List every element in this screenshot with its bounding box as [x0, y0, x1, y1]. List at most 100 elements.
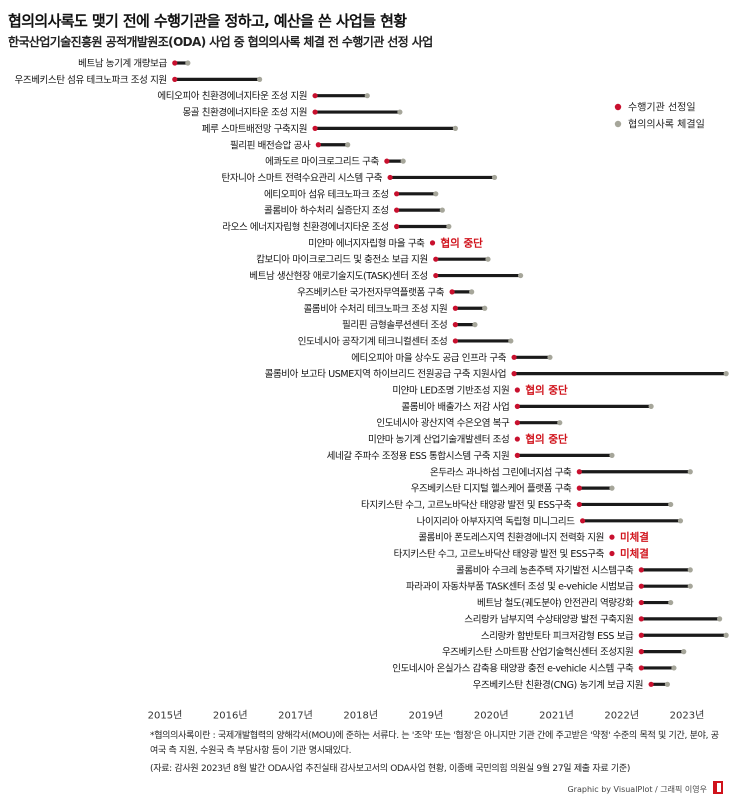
signed-date-dot: [397, 109, 403, 115]
selected-date-dot: [511, 371, 517, 377]
selected-date-dot: [638, 599, 644, 606]
row-label: 베트남 철도(궤도분야) 안전관리 역량강화: [477, 597, 634, 609]
signed-date-dot: [518, 272, 524, 279]
row-label: 미얀마 LED조명 기반조성 지원: [392, 385, 509, 397]
selected-date-dot: [394, 223, 400, 230]
selected-date-dot: [452, 322, 458, 328]
status-label: 협의 중단: [525, 384, 568, 397]
selected-date-dot: [172, 76, 178, 82]
selected-date-dot: [433, 256, 439, 262]
selected-date-dot: [609, 534, 615, 540]
x-tick-label: 2019년: [409, 709, 444, 721]
row-label: 파라과이 자동차부품 TASK센터 조성 및 e-vehicle 시범보급: [406, 581, 634, 593]
signed-date-dot: [723, 632, 729, 638]
status-label: 미체결: [620, 547, 649, 560]
row-label: 타지키스탄 수그, 고르노바닥산 태양광 발전 및 ESS구축: [394, 548, 605, 560]
signed-date-dot: [257, 76, 263, 82]
row-label: 에티오피아 친환경에너지타운 조성 지원: [157, 90, 307, 102]
signed-date-dot: [687, 469, 693, 475]
row-label: 인도네시아 온실가스 감축용 태양광 충전 e-vehicle 시스템 구축: [392, 662, 634, 674]
row-label: 타지키스탄 수그, 고르노바닥산 태양광 발전 및 ESS구축: [361, 499, 572, 511]
signed-date-dot: [723, 371, 729, 377]
row-label: 스리랑카 남부지역 수상태양광 발전 구축지원: [464, 613, 633, 625]
row-label: 우즈베키스탄 국가전자무역플랫폼 구축: [297, 287, 445, 298]
selected-date-dot: [576, 485, 582, 491]
row-label: 콜롬비아 폰도레스지역 친환경에너지 전력화 지원: [418, 532, 604, 544]
row-label: 라오스 에너지자립형 친환경에너지타운 조성: [222, 221, 388, 233]
signed-date-dot: [400, 158, 406, 164]
legend-signed-label: 협의의사록 체결일: [628, 118, 705, 131]
selected-date-dot: [449, 289, 455, 295]
signed-date-dot: [671, 665, 677, 671]
graphic-credit: Graphic by VisualPlot / 그래픽 이영우: [567, 785, 707, 794]
signed-date-dot: [345, 142, 351, 148]
selected-date-dot: [514, 403, 520, 409]
selected-date-dot: [514, 452, 520, 458]
selected-date-dot: [638, 665, 644, 671]
selected-date-dot: [315, 142, 321, 148]
chart-subtitle: 한국산업기술진흥원 공적개발원조(ODA) 사업 중 협의의사록 체결 전 수행…: [8, 35, 433, 49]
selected-date-dot: [514, 436, 520, 442]
x-tick-label: 2020년: [474, 709, 509, 721]
selected-date-dot: [394, 207, 400, 213]
row-label: 우즈베키스탄 친환경(CNG) 농기계 보급 지원: [473, 679, 643, 691]
signed-date-dot: [508, 338, 514, 344]
selected-date-dot: [433, 272, 439, 279]
source-note: (자료: 감사원 2023년 8월 발간 ODA사업 추진실태 감사보고서의 O…: [150, 764, 631, 774]
signed-date-dot: [648, 403, 654, 409]
row-label: 우즈베키스탄 디지털 헬스케어 플랫폼 구축: [411, 483, 572, 495]
selected-date-dot: [452, 305, 458, 311]
x-tick-label: 2017년: [278, 709, 313, 721]
selected-date-dot: [312, 109, 318, 115]
row-label: 콜롬비아 수크레 농촌주택 자기발전 시스템구축: [456, 564, 634, 576]
signed-date-dot: [433, 191, 439, 197]
signed-date-dot: [557, 420, 563, 426]
row-label: 베트남 농기계 개량보급: [78, 58, 167, 70]
selected-date-dot: [638, 567, 644, 573]
row-label: 에콰도르 마이크로그리드 구축: [265, 157, 379, 168]
signed-date-dot: [609, 452, 615, 458]
signed-date-dot: [687, 567, 693, 573]
selected-date-dot: [638, 583, 644, 589]
signed-date-dot: [677, 518, 684, 524]
selected-date-dot: [312, 93, 318, 99]
row-label: 에티오피아 섬유 테크노파크 조성: [264, 189, 389, 200]
signed-date-dot: [609, 485, 615, 491]
selected-date-dot: [429, 240, 436, 246]
signed-date-dot: [482, 305, 488, 311]
status-label: 협의 중단: [441, 236, 484, 249]
signed-date-dot: [668, 501, 674, 508]
signed-date-dot: [469, 289, 475, 295]
row-label: 콜롬비아 수처리 테크노파크 조성 지원: [303, 303, 447, 315]
row-label: 몽골 친환경에너지타운 조성 지원: [182, 107, 307, 119]
row-label: 인도네시아 공작기계 테크니컬센터 조성: [298, 335, 448, 347]
x-tick-label: 2023년: [670, 709, 705, 721]
selected-date-dot: [638, 616, 644, 622]
signed-date-dot: [364, 93, 370, 99]
selected-date-dot: [580, 518, 586, 524]
row-label: 나이지리아 아부자지역 독립형 미니그리드: [417, 515, 576, 527]
legend-selected-dot: [614, 103, 622, 111]
x-tick-label: 2015년: [148, 709, 183, 721]
row-label: 탄자니아 스마트 전력수요관리 시스템 구축: [222, 172, 383, 184]
definition-note: *협의의사록이란 : 국제개발협력의 양해각서(MOU)에 준하는 서류다. 는…: [150, 731, 719, 756]
selected-date-dot: [514, 420, 520, 426]
signed-date-dot: [681, 649, 687, 655]
selected-date-dot: [576, 501, 582, 508]
row-label: 우즈베키스탄 섬유 테크노파크 조성 지원: [15, 75, 167, 86]
row-label: 콜롬비아 보고타 USME지역 하이브리드 전원공급 구축 지원사업: [265, 368, 506, 380]
row-label: 베트남 생산현장 애로기술지도(TASK)센터 조성: [249, 271, 427, 282]
dumbbell-chart: 2015년 2016년 2017년 2018년 2019년 2020년 2021년 2022년…: [15, 58, 729, 721]
row-label: 콜롬비아 하수처리 실증단지 조성: [264, 205, 389, 217]
row-label: 캄보디아 마이크로그리드 및 충전소 보급 지원: [256, 254, 428, 266]
signed-date-dot: [485, 256, 491, 262]
selected-date-dot: [576, 469, 582, 475]
row-label: 페루 스마트배전망 구축지원: [202, 124, 307, 135]
signed-date-dot: [491, 174, 498, 181]
signed-date-dot: [717, 616, 723, 622]
x-tick-label: 2016년: [213, 709, 248, 721]
selected-date-dot: [384, 158, 390, 164]
row-label: 필리핀 금형솔루션센터 조성: [342, 319, 447, 331]
selected-date-dot: [387, 174, 393, 181]
